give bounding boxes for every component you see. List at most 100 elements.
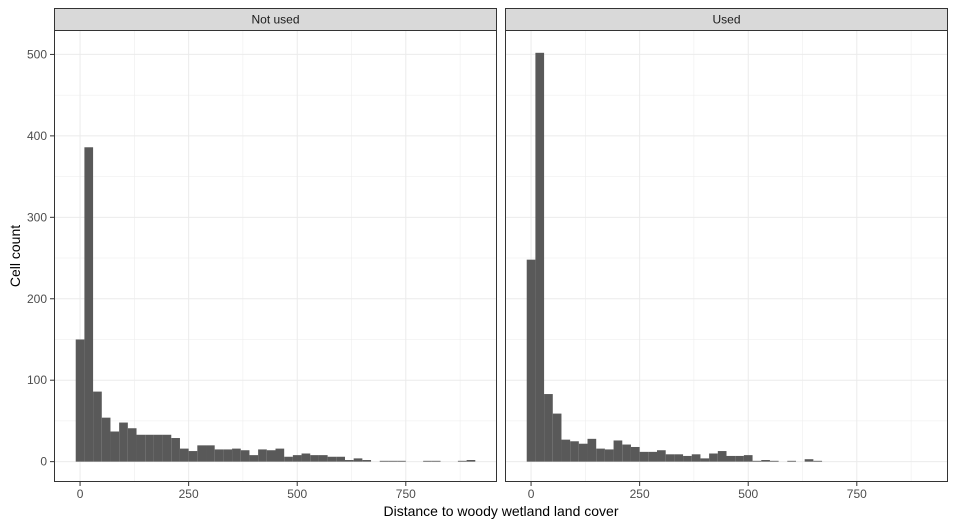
histogram-bar (691, 454, 701, 462)
panel-background (505, 30, 948, 482)
histogram-bar (752, 460, 762, 462)
histogram-bar (561, 439, 571, 462)
histogram-bar (336, 456, 345, 462)
histogram-bar (249, 455, 259, 462)
histogram-bar (93, 391, 102, 462)
histogram-bar (119, 422, 128, 462)
histogram-bar (136, 434, 146, 462)
histogram-bar (683, 455, 692, 462)
histogram-bar (457, 460, 467, 462)
histogram-bar (726, 455, 736, 462)
histogram-bar (423, 460, 432, 462)
histogram-bar (552, 413, 562, 462)
histogram-bar (214, 449, 224, 462)
histogram-bar (769, 460, 779, 462)
histogram-bar (188, 451, 198, 462)
histogram-bar (197, 445, 207, 462)
histogram-bar (292, 455, 302, 462)
facet-strip (505, 8, 948, 31)
histogram-bar (301, 453, 311, 462)
y-tick-label: 100 (27, 373, 47, 387)
y-axis: 0 100 200 300 400 500 (27, 47, 54, 469)
histogram-bar (622, 444, 631, 462)
histogram-bar (145, 434, 154, 462)
histogram-bar (604, 449, 614, 462)
x-tick-label: 0 (77, 487, 84, 501)
x-axis-title: Distance to woody wetland land cover (383, 503, 618, 519)
facet-label: Not used (251, 13, 299, 27)
histogram-bar (761, 460, 770, 462)
y-tick-label: 300 (27, 210, 47, 224)
y-tick-label: 500 (27, 47, 47, 61)
histogram-bar (570, 441, 579, 462)
histogram-bar (101, 417, 111, 462)
histogram-bar (526, 259, 536, 462)
histogram-bar (466, 460, 476, 462)
panel-not-used: Not used (54, 8, 497, 482)
histogram-bar (110, 431, 120, 462)
histogram-bar (587, 438, 597, 462)
histogram-bar (266, 450, 276, 462)
x-tick-label: 500 (287, 487, 307, 501)
x-tick-label: 0 (528, 487, 535, 501)
histogram-bar (327, 456, 337, 462)
histogram-bar (596, 448, 605, 462)
histogram-bar (284, 456, 293, 462)
histogram-bar (379, 460, 389, 462)
histogram-bar (171, 438, 180, 462)
y-tick-label: 400 (27, 129, 47, 143)
x-tick-label: 250 (630, 487, 650, 501)
histogram-bar (206, 445, 215, 462)
histogram-bar (258, 449, 267, 462)
histogram-bar (310, 455, 319, 462)
histogram-bar (362, 460, 372, 462)
x-axis: 0 250 500 750 0 250 500 750 (77, 482, 867, 501)
histogram-bar (630, 446, 640, 462)
histogram-bar (240, 450, 250, 462)
histogram-bar (700, 458, 710, 462)
histogram-bar (639, 451, 649, 462)
y-tick-label: 200 (27, 292, 47, 306)
histogram-bar (153, 434, 163, 462)
histogram-bar (735, 455, 744, 462)
histogram-bar (275, 448, 285, 462)
histogram-bar (344, 460, 354, 462)
y-tick-label: 0 (40, 455, 47, 469)
x-tick-label: 750 (396, 487, 416, 501)
histogram-bar (674, 454, 684, 462)
histogram-bar (431, 460, 441, 462)
panel-background (54, 30, 497, 482)
histogram-bar (388, 460, 398, 462)
histogram-bar (223, 449, 233, 462)
histogram-bar (162, 434, 172, 462)
x-tick-label: 250 (179, 487, 199, 501)
facet-strip (54, 8, 497, 31)
histogram-bar (743, 455, 753, 462)
histogram-bar (397, 460, 406, 462)
y-axis-title: Cell count (7, 225, 23, 287)
histogram-bar (804, 459, 814, 462)
histogram-bar (544, 394, 553, 462)
histogram-bar (535, 52, 545, 462)
histogram-bar (179, 448, 189, 462)
x-tick-label: 750 (847, 487, 867, 501)
histogram-bar (84, 147, 94, 462)
histogram-bar (709, 453, 718, 462)
histogram-bar (648, 451, 658, 462)
histogram-bar (813, 460, 823, 462)
histogram-bar (353, 458, 363, 462)
histogram-bar (232, 448, 241, 462)
histogram-bar (75, 339, 85, 462)
x-tick-label: 500 (738, 487, 758, 501)
histogram-bar (665, 454, 675, 462)
histogram-bar (613, 440, 623, 462)
panel-used: Used (505, 8, 948, 482)
histogram-bar (578, 443, 588, 462)
histogram-bar (318, 455, 328, 462)
histogram-bar (787, 460, 796, 462)
histogram-bar (657, 450, 666, 462)
facet-label: Used (712, 13, 740, 27)
histogram-bar (717, 451, 727, 462)
histogram-bar (127, 428, 137, 462)
